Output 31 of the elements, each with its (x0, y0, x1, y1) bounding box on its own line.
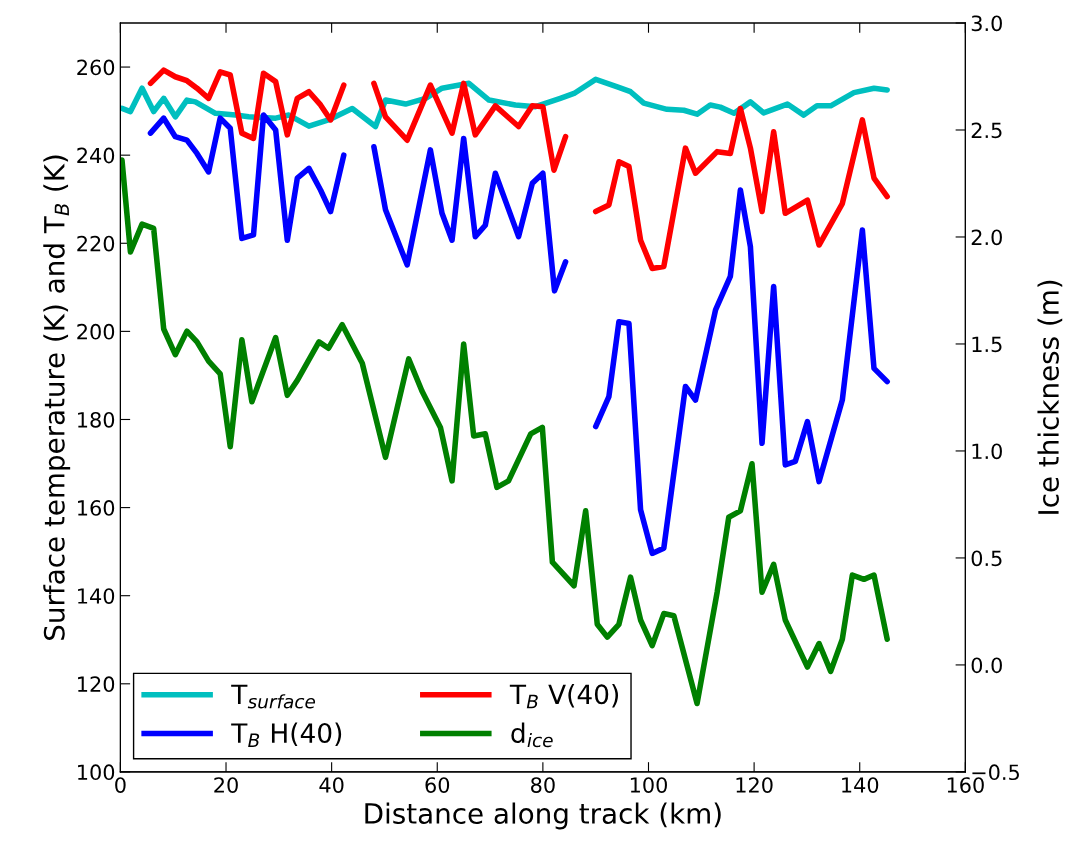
y2-axis-title: Ice thickness (m) (1037, 280, 1063, 514)
y-tick-label: 220 (77, 235, 115, 252)
y2-tick-label: 0.0 (971, 657, 1002, 674)
x-tick-label: 40 (319, 777, 344, 793)
x-axis-title: Distance along track (km) (365, 802, 721, 830)
y2-tick-label: 1.0 (972, 443, 1002, 460)
x-tick-label: 100 (630, 777, 667, 793)
legend-label: T$_{B}$ V(40) (509, 683, 619, 709)
y-tick-label: 100 (78, 764, 115, 781)
y2-tick-label: 2.5 (971, 122, 1002, 139)
y-tick-label: 240 (77, 147, 115, 164)
y-tick-label: 260 (77, 59, 115, 76)
y-tick-label: 180 (78, 411, 115, 428)
y2-tick-label: 2.0 (971, 229, 1002, 246)
legend-label: T$_{B}$ H(40) (231, 722, 342, 747)
legend-label: T$_{surface}$ (231, 684, 316, 709)
y-tick-label: 120 (78, 676, 115, 693)
x-tick-label: 140 (842, 777, 879, 793)
y-axis-title: Surface temperature (K) and T$_{B}$ (K) (43, 155, 71, 640)
y2-tick-label: 1.5 (972, 336, 1002, 353)
y-tick-label: 140 (78, 588, 115, 604)
x-tick-label: 120 (736, 777, 773, 793)
x-tick-label: 80 (531, 777, 555, 793)
x-tick-label: 20 (214, 777, 238, 793)
y-tick-label: 200 (77, 323, 115, 340)
y2-tick-label: 3.0 (971, 15, 1002, 32)
y2-tick-label: 0.5 (971, 550, 1002, 567)
y-tick-label: 160 (78, 500, 115, 516)
legend-label: d$_{ice}$ (511, 722, 553, 748)
x-tick-label: 60 (425, 777, 450, 793)
x-tick-label: 0 (115, 777, 126, 793)
